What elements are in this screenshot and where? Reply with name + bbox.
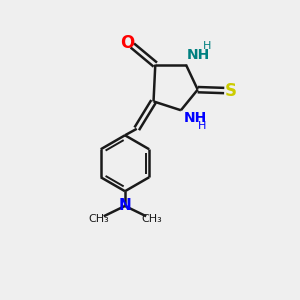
Text: H: H bbox=[203, 41, 211, 51]
Text: S: S bbox=[225, 82, 237, 100]
Text: N: N bbox=[118, 198, 131, 213]
Text: H: H bbox=[198, 122, 206, 131]
Text: NH: NH bbox=[184, 111, 207, 124]
Text: O: O bbox=[120, 34, 134, 52]
Text: CH₃: CH₃ bbox=[88, 214, 109, 224]
Text: CH₃: CH₃ bbox=[141, 214, 162, 224]
Text: NH: NH bbox=[187, 48, 210, 62]
